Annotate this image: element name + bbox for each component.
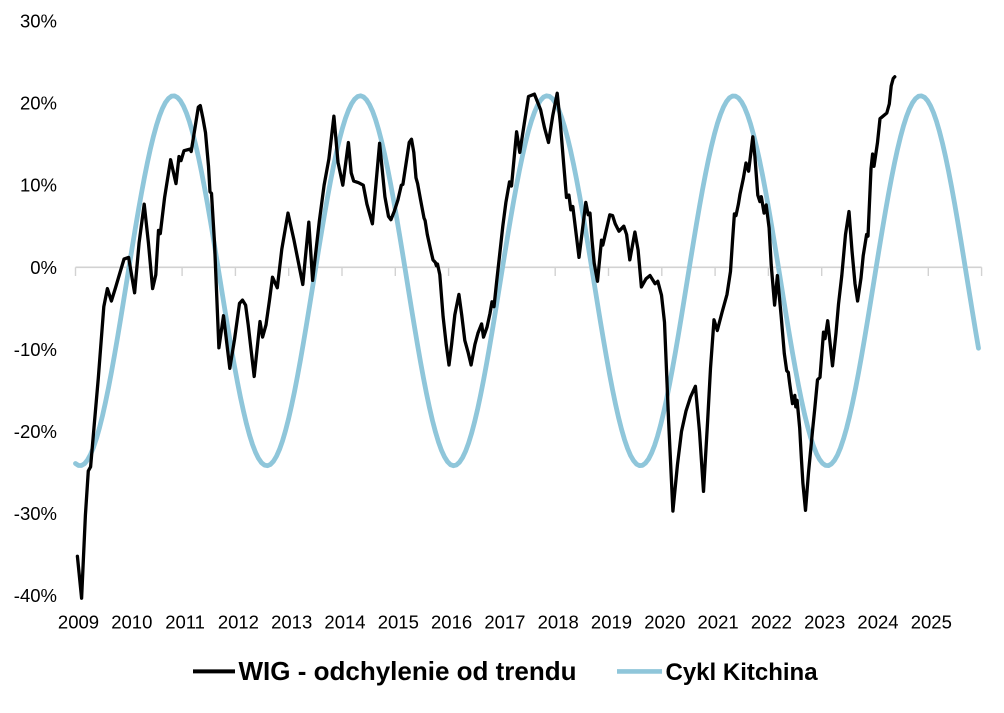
svg-text:2019: 2019 bbox=[591, 612, 632, 633]
svg-text:2016: 2016 bbox=[431, 612, 472, 633]
svg-text:-40%: -40% bbox=[14, 585, 57, 606]
svg-text:-10%: -10% bbox=[14, 339, 57, 360]
svg-text:2017: 2017 bbox=[484, 612, 525, 633]
svg-text:10%: 10% bbox=[20, 175, 57, 196]
svg-text:2013: 2013 bbox=[271, 612, 312, 633]
svg-text:2025: 2025 bbox=[911, 612, 952, 633]
svg-text:2020: 2020 bbox=[644, 612, 685, 633]
svg-text:2018: 2018 bbox=[538, 612, 579, 633]
svg-text:2014: 2014 bbox=[324, 612, 365, 633]
svg-text:0%: 0% bbox=[30, 257, 57, 278]
svg-text:2010: 2010 bbox=[111, 612, 152, 633]
svg-text:2015: 2015 bbox=[378, 612, 419, 633]
svg-text:20%: 20% bbox=[20, 93, 57, 114]
svg-text:2021: 2021 bbox=[698, 612, 739, 633]
svg-text:30%: 30% bbox=[20, 11, 57, 32]
svg-text:2011: 2011 bbox=[165, 612, 205, 633]
svg-text:-30%: -30% bbox=[14, 503, 57, 524]
svg-text:Cykl Kitchina: Cykl Kitchina bbox=[666, 659, 819, 686]
svg-text:WIG - odchylenie od trendu: WIG - odchylenie od trendu bbox=[239, 656, 577, 686]
svg-text:2024: 2024 bbox=[857, 612, 898, 633]
svg-text:2023: 2023 bbox=[804, 612, 845, 633]
svg-text:2009: 2009 bbox=[58, 612, 99, 633]
svg-text:2022: 2022 bbox=[751, 612, 792, 633]
svg-text:-20%: -20% bbox=[14, 421, 57, 442]
svg-text:2012: 2012 bbox=[218, 612, 259, 633]
